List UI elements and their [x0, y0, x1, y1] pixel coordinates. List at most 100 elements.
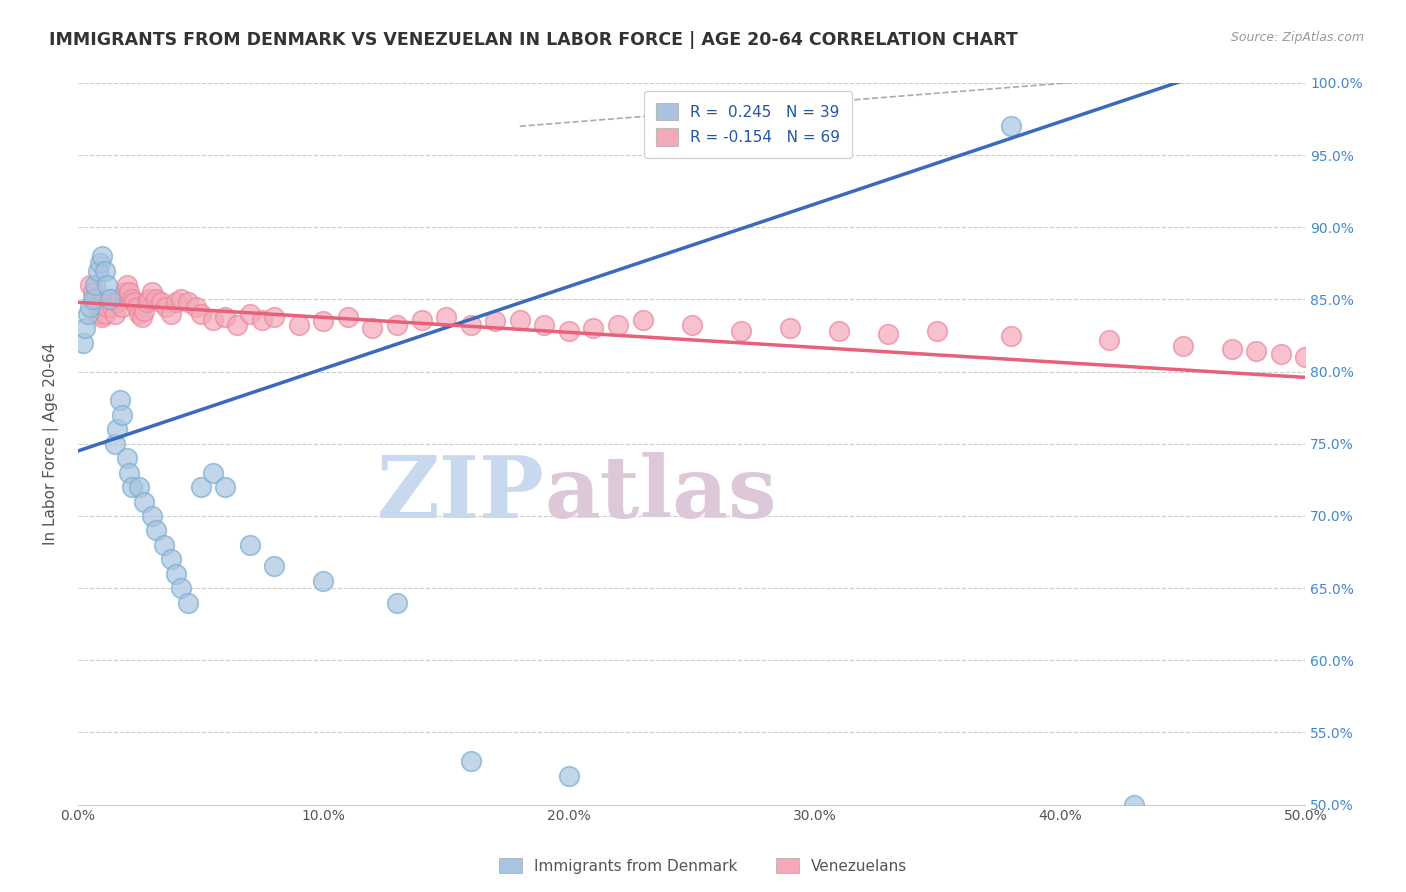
- Point: [152, 538, 174, 552]
- Point: [336, 310, 359, 324]
- Point: [141, 285, 163, 300]
- Point: [312, 314, 335, 328]
- Point: [533, 318, 555, 333]
- Point: [91, 249, 114, 263]
- Point: [239, 307, 262, 321]
- Point: [135, 295, 157, 310]
- Point: [96, 278, 118, 293]
- Point: [484, 314, 506, 328]
- Point: [190, 307, 212, 321]
- Point: [177, 596, 200, 610]
- Point: [121, 480, 143, 494]
- Point: [79, 278, 101, 293]
- Point: [101, 300, 124, 314]
- Point: [312, 574, 335, 588]
- Point: [558, 769, 581, 783]
- Point: [98, 293, 121, 307]
- Point: [1294, 350, 1316, 364]
- Point: [1000, 120, 1022, 134]
- Point: [1220, 342, 1243, 356]
- Point: [927, 324, 949, 338]
- Text: Source: ZipAtlas.com: Source: ZipAtlas.com: [1230, 31, 1364, 45]
- Text: IMMIGRANTS FROM DENMARK VS VENEZUELAN IN LABOR FORCE | AGE 20-64 CORRELATION CHA: IMMIGRANTS FROM DENMARK VS VENEZUELAN IN…: [49, 31, 1018, 49]
- Point: [226, 318, 249, 333]
- Point: [828, 324, 851, 338]
- Point: [108, 293, 131, 307]
- Point: [91, 310, 114, 324]
- Point: [460, 318, 482, 333]
- Point: [1122, 797, 1144, 812]
- Point: [94, 307, 117, 321]
- Legend: Immigrants from Denmark, Venezuelans: Immigrants from Denmark, Venezuelans: [494, 852, 912, 880]
- Point: [558, 324, 581, 338]
- Point: [582, 321, 605, 335]
- Point: [89, 256, 111, 270]
- Legend: R =  0.245   N = 39, R = -0.154   N = 69: R = 0.245 N = 39, R = -0.154 N = 69: [644, 91, 852, 158]
- Point: [155, 300, 177, 314]
- Point: [177, 295, 200, 310]
- Point: [84, 293, 107, 307]
- Point: [128, 480, 150, 494]
- Point: [201, 466, 224, 480]
- Point: [79, 300, 101, 314]
- Point: [263, 559, 285, 574]
- Point: [121, 293, 143, 307]
- Point: [263, 310, 285, 324]
- Point: [730, 324, 752, 338]
- Text: atlas: atlas: [544, 452, 778, 536]
- Point: [160, 552, 183, 566]
- Point: [105, 295, 128, 310]
- Point: [165, 295, 187, 310]
- Point: [108, 393, 131, 408]
- Point: [118, 285, 141, 300]
- Point: [160, 307, 183, 321]
- Point: [96, 300, 118, 314]
- Point: [288, 318, 311, 333]
- Point: [239, 538, 262, 552]
- Point: [877, 327, 900, 342]
- Point: [134, 494, 156, 508]
- Point: [118, 466, 141, 480]
- Point: [138, 293, 160, 307]
- Point: [145, 524, 167, 538]
- Point: [1000, 328, 1022, 343]
- Point: [114, 285, 136, 300]
- Point: [84, 278, 107, 293]
- Point: [98, 293, 121, 307]
- Point: [170, 293, 193, 307]
- Point: [111, 300, 134, 314]
- Point: [115, 278, 138, 293]
- Point: [89, 307, 111, 321]
- Point: [1098, 333, 1121, 347]
- Point: [86, 300, 108, 314]
- Point: [104, 307, 127, 321]
- Point: [86, 263, 108, 277]
- Point: [124, 295, 146, 310]
- Point: [631, 312, 654, 326]
- Point: [145, 293, 167, 307]
- Point: [779, 321, 801, 335]
- Point: [75, 321, 97, 335]
- Text: ZIP: ZIP: [377, 452, 544, 536]
- Point: [111, 408, 134, 422]
- Point: [214, 310, 236, 324]
- Point: [165, 566, 187, 581]
- Point: [125, 300, 148, 314]
- Point: [94, 263, 117, 277]
- Point: [214, 480, 236, 494]
- Point: [201, 312, 224, 326]
- Point: [76, 307, 98, 321]
- Point: [361, 321, 384, 335]
- Point: [607, 318, 630, 333]
- Point: [1246, 344, 1268, 359]
- Point: [681, 318, 703, 333]
- Point: [434, 310, 457, 324]
- Point: [105, 422, 128, 436]
- Point: [385, 318, 408, 333]
- Point: [82, 285, 104, 300]
- Point: [509, 312, 531, 326]
- Point: [1171, 338, 1194, 352]
- Point: [250, 312, 273, 326]
- Point: [460, 754, 482, 768]
- Point: [128, 307, 150, 321]
